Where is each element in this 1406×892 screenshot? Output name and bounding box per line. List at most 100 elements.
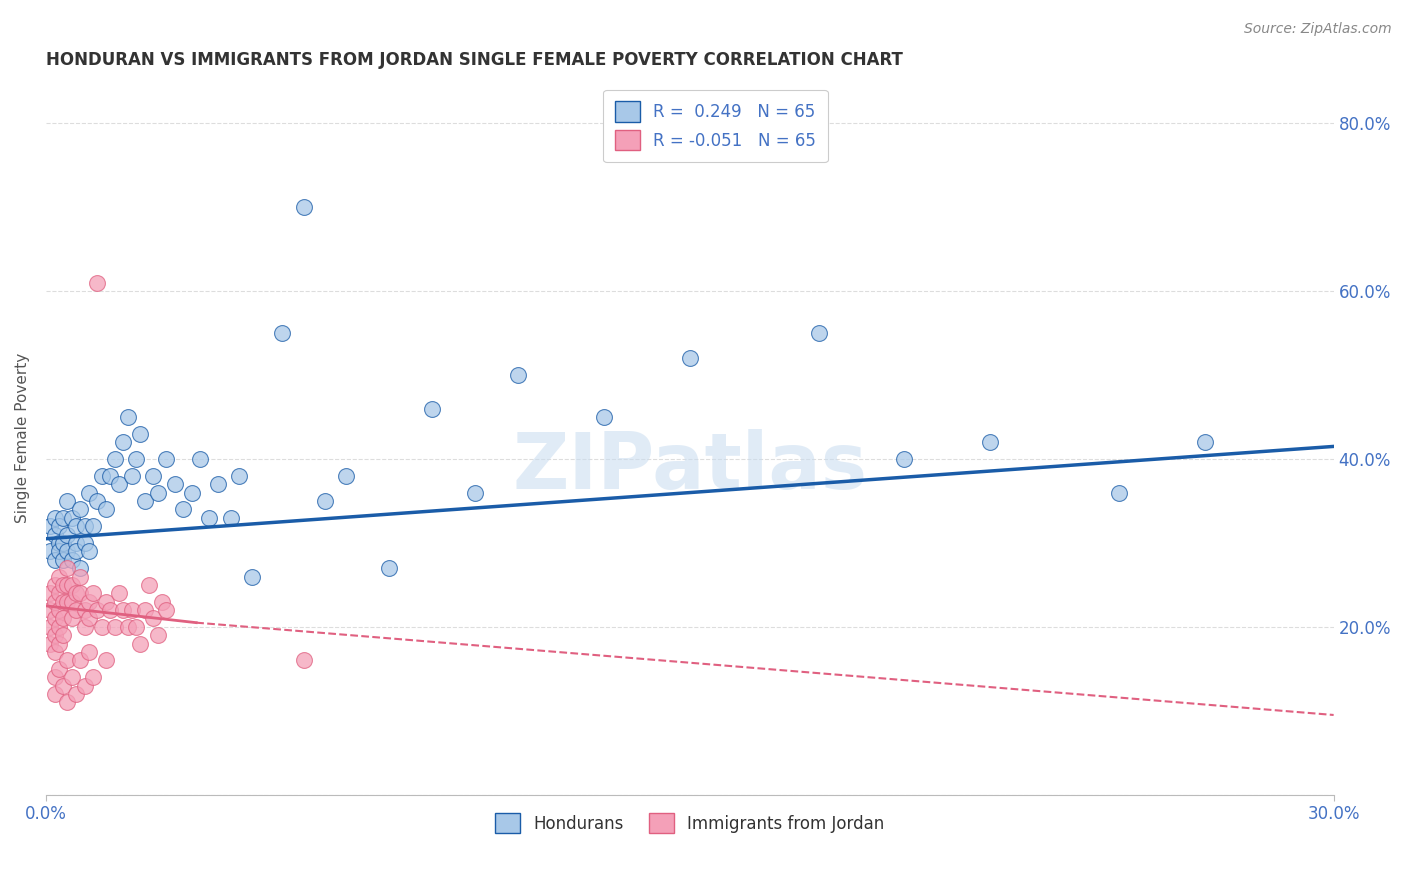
Point — [56, 595, 79, 609]
Point — [292, 653, 315, 667]
Point — [190, 452, 212, 467]
Point — [69, 502, 91, 516]
Point — [508, 368, 530, 382]
Point — [52, 679, 75, 693]
Point — [56, 653, 79, 667]
Point — [1194, 435, 1216, 450]
Point — [48, 603, 70, 617]
Point — [125, 452, 148, 467]
Point — [56, 695, 79, 709]
Point — [44, 527, 66, 541]
Point — [142, 468, 165, 483]
Point — [180, 485, 202, 500]
Point — [52, 578, 75, 592]
Point — [39, 637, 62, 651]
Point — [44, 645, 66, 659]
Text: HONDURAN VS IMMIGRANTS FROM JORDAN SINGLE FEMALE POVERTY CORRELATION CHART: HONDURAN VS IMMIGRANTS FROM JORDAN SINGL… — [46, 51, 903, 69]
Point — [65, 519, 87, 533]
Point — [56, 544, 79, 558]
Point — [121, 468, 143, 483]
Point — [52, 536, 75, 550]
Point — [86, 603, 108, 617]
Point — [56, 494, 79, 508]
Point — [44, 670, 66, 684]
Point — [52, 628, 75, 642]
Point — [134, 603, 156, 617]
Point — [48, 519, 70, 533]
Point — [77, 645, 100, 659]
Point — [129, 426, 152, 441]
Legend: Hondurans, Immigrants from Jordan: Hondurans, Immigrants from Jordan — [485, 803, 894, 844]
Point — [48, 637, 70, 651]
Point — [39, 519, 62, 533]
Point — [48, 536, 70, 550]
Point — [44, 510, 66, 524]
Point — [82, 519, 104, 533]
Point — [69, 561, 91, 575]
Point — [73, 679, 96, 693]
Point — [77, 485, 100, 500]
Point — [112, 435, 135, 450]
Point — [98, 603, 121, 617]
Point — [52, 552, 75, 566]
Point — [60, 552, 83, 566]
Point — [146, 628, 169, 642]
Point — [86, 276, 108, 290]
Point — [98, 468, 121, 483]
Point — [378, 561, 401, 575]
Point — [207, 477, 229, 491]
Point — [73, 519, 96, 533]
Point — [52, 611, 75, 625]
Point — [134, 494, 156, 508]
Point — [104, 620, 127, 634]
Point — [48, 569, 70, 583]
Point — [129, 637, 152, 651]
Point — [77, 544, 100, 558]
Point — [228, 468, 250, 483]
Point — [335, 468, 357, 483]
Point — [65, 544, 87, 558]
Point — [73, 603, 96, 617]
Point — [56, 578, 79, 592]
Point — [94, 502, 117, 516]
Point — [82, 670, 104, 684]
Y-axis label: Single Female Poverty: Single Female Poverty — [15, 353, 30, 523]
Point — [44, 578, 66, 592]
Point — [48, 544, 70, 558]
Point — [73, 620, 96, 634]
Point — [48, 662, 70, 676]
Text: Source: ZipAtlas.com: Source: ZipAtlas.com — [1244, 22, 1392, 37]
Point — [138, 578, 160, 592]
Point — [314, 494, 336, 508]
Point — [82, 586, 104, 600]
Point — [44, 611, 66, 625]
Point — [65, 586, 87, 600]
Text: ZIPatlas: ZIPatlas — [512, 428, 868, 505]
Point — [271, 326, 294, 340]
Point — [150, 595, 173, 609]
Point — [69, 653, 91, 667]
Point — [73, 536, 96, 550]
Point — [44, 552, 66, 566]
Point — [48, 586, 70, 600]
Point — [52, 595, 75, 609]
Point — [893, 452, 915, 467]
Point — [1108, 485, 1130, 500]
Point — [44, 595, 66, 609]
Point — [60, 670, 83, 684]
Point — [240, 569, 263, 583]
Point — [77, 595, 100, 609]
Point — [117, 620, 139, 634]
Point — [112, 603, 135, 617]
Point — [155, 603, 177, 617]
Point — [56, 561, 79, 575]
Point — [39, 603, 62, 617]
Point — [121, 603, 143, 617]
Point — [56, 527, 79, 541]
Point — [807, 326, 830, 340]
Point — [90, 620, 112, 634]
Point — [155, 452, 177, 467]
Point — [163, 477, 186, 491]
Point — [69, 586, 91, 600]
Point — [420, 401, 443, 416]
